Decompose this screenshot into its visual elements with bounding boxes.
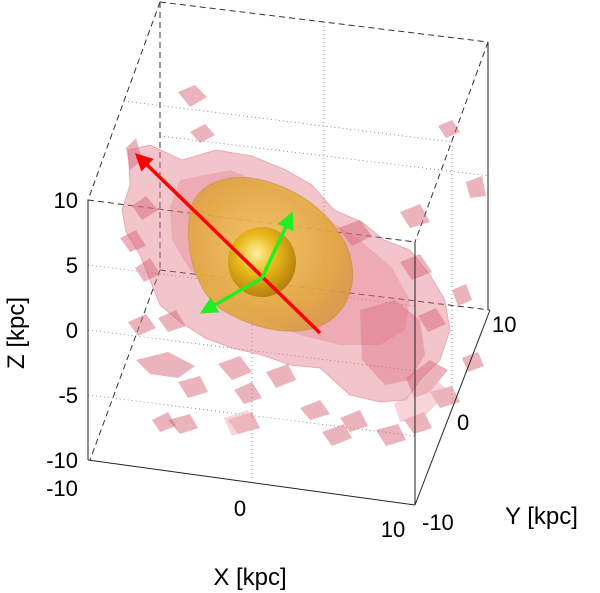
y-axis-ticks: 10 0 -10 [422,312,516,535]
x-tick-label: 10 [381,517,405,542]
z-tick-label: 5 [66,253,78,278]
outer-isosurface-fragments [120,85,486,446]
minor-axis-vectors [199,211,294,314]
minor-axis-vector-1 [260,211,294,279]
z-tick-label: -5 [58,383,78,408]
y-axis-label: Y [kpc] [505,503,578,530]
x-axis-ticks: -10 0 10 [46,476,405,542]
z-axis-ticks: 10 5 0 -5 -10 [46,188,78,473]
outer-isosurface-fragment-light-2 [394,378,450,422]
x-tick-label: 0 [234,496,246,521]
outer-isosurface-fragment-light [224,410,256,436]
x-tick-label: -10 [46,476,78,501]
outer-isosurface-lobe [360,300,425,385]
major-axis-vector [134,153,322,335]
y-tick-label: -10 [422,510,454,535]
z-tick-label: 0 [66,318,78,343]
minor-axis-vector-2 [199,276,263,314]
y-tick-label: 10 [492,312,516,337]
z-tick-label: -10 [46,448,78,473]
z-tick-label: 10 [54,188,78,213]
z-axis-label: Z [kpc] [3,297,30,369]
y-tick-label: 0 [457,410,469,435]
inner-isosurface [228,227,296,297]
box-front-edges [87,42,491,506]
x-axis-label: X [kpc] [213,564,286,591]
